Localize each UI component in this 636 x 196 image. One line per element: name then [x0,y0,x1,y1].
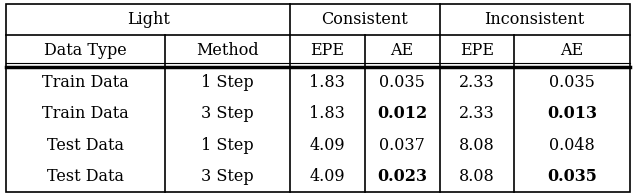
Text: Method: Method [197,43,259,59]
Text: 1 Step: 1 Step [202,74,254,91]
Text: Train Data: Train Data [43,74,129,91]
Text: 8.08: 8.08 [459,168,495,185]
Text: 1.83: 1.83 [309,74,345,91]
Text: 0.012: 0.012 [377,105,427,122]
Text: EPE: EPE [310,43,344,59]
Text: 0.037: 0.037 [379,137,425,153]
Text: 2.33: 2.33 [459,105,495,122]
Text: 3 Step: 3 Step [202,168,254,185]
Text: 0.035: 0.035 [379,74,425,91]
Text: 0.013: 0.013 [547,105,597,122]
Text: Test Data: Test Data [47,168,124,185]
Text: 0.023: 0.023 [377,168,427,185]
Text: AE: AE [560,43,584,59]
Text: 1 Step: 1 Step [202,137,254,153]
Text: Test Data: Test Data [47,137,124,153]
Text: EPE: EPE [460,43,494,59]
Text: 8.08: 8.08 [459,137,495,153]
Text: 2.33: 2.33 [459,74,495,91]
Text: Data Type: Data Type [45,43,127,59]
Text: 3 Step: 3 Step [202,105,254,122]
Text: Light: Light [127,11,170,28]
Text: Inconsistent: Inconsistent [485,11,584,28]
Text: Consistent: Consistent [321,11,408,28]
Text: 4.09: 4.09 [310,168,345,185]
Text: 4.09: 4.09 [310,137,345,153]
Text: AE: AE [391,43,413,59]
Text: 0.048: 0.048 [549,137,595,153]
Text: 0.035: 0.035 [549,74,595,91]
Text: 1.83: 1.83 [309,105,345,122]
Text: Train Data: Train Data [43,105,129,122]
Text: 0.035: 0.035 [547,168,597,185]
